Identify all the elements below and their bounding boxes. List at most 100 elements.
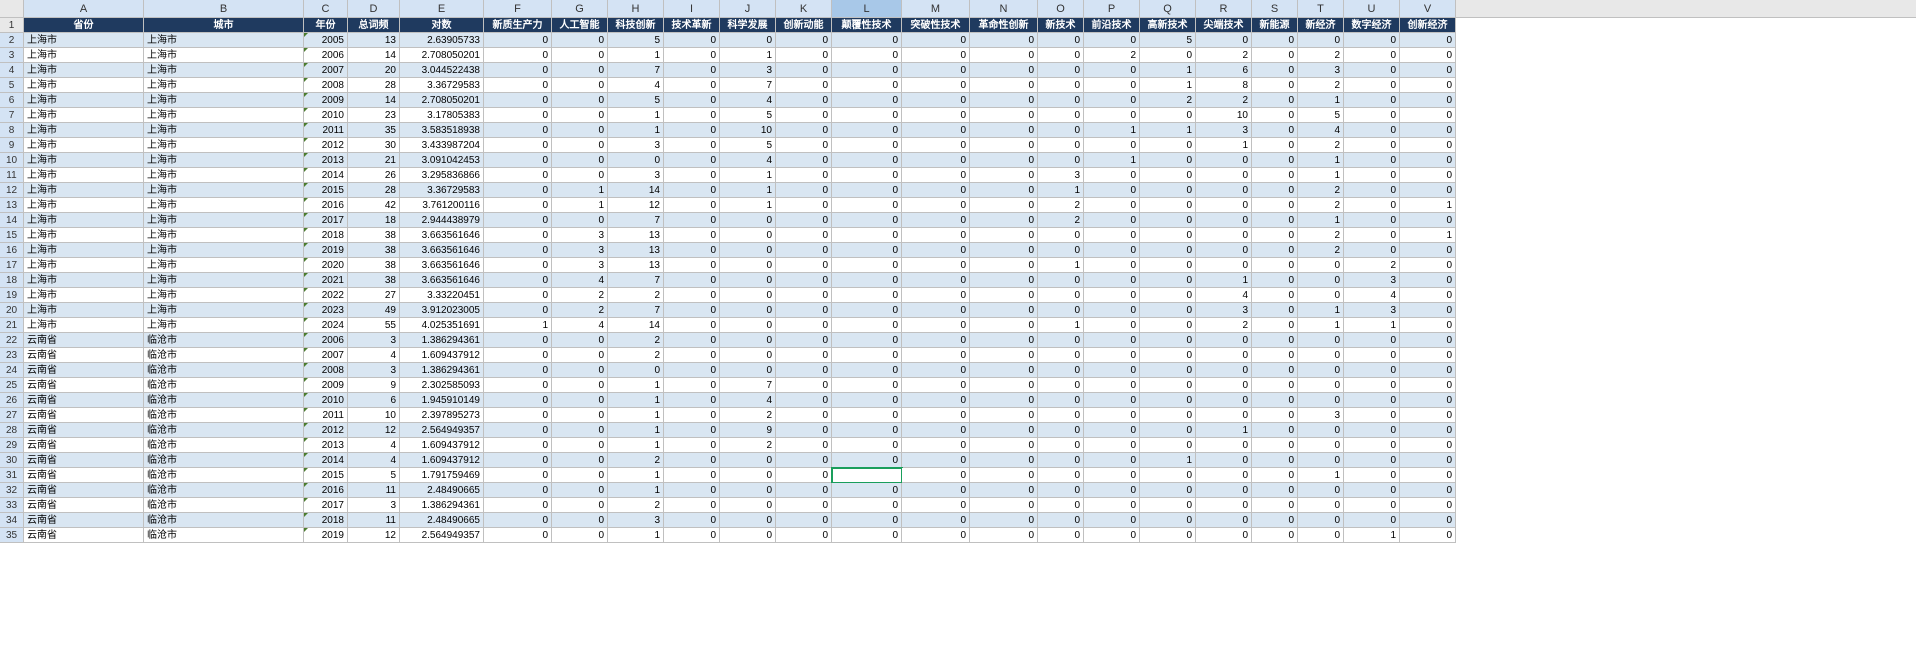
cell[interactable]: 8	[1196, 78, 1252, 93]
cell[interactable]: 0	[832, 123, 902, 138]
cell[interactable]: 3	[348, 333, 400, 348]
cell[interactable]: 4	[348, 438, 400, 453]
cell[interactable]: 0	[552, 378, 608, 393]
cell[interactable]: 2	[608, 333, 664, 348]
cell[interactable]: 0	[776, 78, 832, 93]
cell[interactable]: 3.17805383	[400, 108, 484, 123]
cell[interactable]: 3.583518938	[400, 123, 484, 138]
cell[interactable]: 0	[1084, 213, 1140, 228]
cell[interactable]: 0	[1084, 333, 1140, 348]
cell[interactable]: 0	[1140, 228, 1196, 243]
cell[interactable]: 上海市	[144, 243, 304, 258]
cell[interactable]: 0	[1252, 258, 1298, 273]
row-header-6[interactable]: 6	[0, 93, 24, 108]
cell[interactable]: 0	[484, 183, 552, 198]
cell[interactable]: 0	[776, 33, 832, 48]
cell[interactable]: 0	[1252, 318, 1298, 333]
cell[interactable]: 0	[1140, 438, 1196, 453]
cell[interactable]: 0	[664, 93, 720, 108]
cell[interactable]: 0	[776, 168, 832, 183]
col-header-V[interactable]: V	[1400, 0, 1456, 17]
cell[interactable]: 0	[1140, 378, 1196, 393]
cell[interactable]: 0	[1344, 468, 1400, 483]
cell[interactable]: 上海市	[144, 108, 304, 123]
cell[interactable]: 1	[1084, 153, 1140, 168]
cell[interactable]: 上海市	[144, 273, 304, 288]
cell[interactable]: 0	[552, 498, 608, 513]
cell[interactable]: 0	[664, 528, 720, 543]
cell[interactable]: 0	[970, 438, 1038, 453]
cell[interactable]: 13	[608, 258, 664, 273]
cell[interactable]: 0	[1140, 468, 1196, 483]
col-header-U[interactable]: U	[1344, 0, 1400, 17]
cell[interactable]: 0	[664, 78, 720, 93]
cell[interactable]: 0	[776, 513, 832, 528]
cell[interactable]: 0	[1038, 33, 1084, 48]
cell[interactable]: 3.663561646	[400, 228, 484, 243]
cell[interactable]: 7	[608, 273, 664, 288]
cell[interactable]: 0	[664, 333, 720, 348]
cell[interactable]: 0	[1400, 168, 1456, 183]
header-cell[interactable]: 创新经济	[1400, 18, 1456, 33]
cell[interactable]: 0	[1252, 243, 1298, 258]
cell[interactable]: 0	[664, 228, 720, 243]
cell[interactable]: 3	[608, 168, 664, 183]
cell[interactable]: 0	[720, 528, 776, 543]
cell[interactable]: 0	[1084, 63, 1140, 78]
row-header-11[interactable]: 11	[0, 168, 24, 183]
cell[interactable]: 上海市	[144, 198, 304, 213]
cell[interactable]: 0	[1140, 393, 1196, 408]
cell[interactable]: 3	[348, 363, 400, 378]
cell[interactable]: 0	[484, 153, 552, 168]
cell[interactable]: 5	[608, 33, 664, 48]
cell[interactable]: 2018	[304, 228, 348, 243]
cell[interactable]: 0	[1252, 438, 1298, 453]
col-header-A[interactable]: A	[24, 0, 144, 17]
cell[interactable]: 3	[552, 258, 608, 273]
cell[interactable]: 0	[832, 33, 902, 48]
cell[interactable]: 3.36729583	[400, 183, 484, 198]
row-header-1[interactable]: 1	[0, 18, 24, 33]
cell[interactable]: 0	[902, 243, 970, 258]
cell[interactable]: 0	[970, 153, 1038, 168]
cell[interactable]: 0	[1038, 303, 1084, 318]
cell[interactable]: 0	[552, 138, 608, 153]
cell[interactable]: 2013	[304, 438, 348, 453]
cell[interactable]: 0	[1140, 168, 1196, 183]
cell[interactable]: 0	[484, 108, 552, 123]
cell[interactable]: 0	[1344, 93, 1400, 108]
cell[interactable]: 0	[1252, 123, 1298, 138]
cell[interactable]: 0	[1344, 483, 1400, 498]
cell[interactable]: 0	[664, 273, 720, 288]
cell[interactable]: 5	[348, 468, 400, 483]
cell[interactable]: 0	[1344, 138, 1400, 153]
cell[interactable]: 0	[1400, 468, 1456, 483]
cell[interactable]: 0	[1344, 48, 1400, 63]
cell[interactable]: 0	[1084, 198, 1140, 213]
cell[interactable]: 0	[970, 228, 1038, 243]
cell[interactable]: 2	[608, 453, 664, 468]
cell[interactable]: 0	[484, 333, 552, 348]
cell[interactable]: 0	[970, 288, 1038, 303]
cell[interactable]: 0	[776, 213, 832, 228]
cell[interactable]: 0	[1298, 348, 1344, 363]
cell[interactable]: 7	[720, 78, 776, 93]
cell[interactable]: 0	[832, 63, 902, 78]
row-header-7[interactable]: 7	[0, 108, 24, 123]
cell[interactable]: 9	[348, 378, 400, 393]
cell[interactable]: 临沧市	[144, 393, 304, 408]
cell[interactable]: 0	[484, 288, 552, 303]
cell[interactable]: 0	[902, 33, 970, 48]
cell[interactable]: 0	[484, 273, 552, 288]
cell[interactable]: 0	[664, 498, 720, 513]
cell[interactable]: 0	[1038, 153, 1084, 168]
cell[interactable]: 临沧市	[144, 483, 304, 498]
cell[interactable]: 2	[1298, 198, 1344, 213]
cell[interactable]: 0	[776, 273, 832, 288]
cell[interactable]: 2014	[304, 453, 348, 468]
cell[interactable]: 0	[1038, 243, 1084, 258]
cell[interactable]: 1	[608, 393, 664, 408]
cell[interactable]: 10	[1196, 108, 1252, 123]
cell[interactable]: 0	[1196, 483, 1252, 498]
cell[interactable]: 0	[664, 108, 720, 123]
